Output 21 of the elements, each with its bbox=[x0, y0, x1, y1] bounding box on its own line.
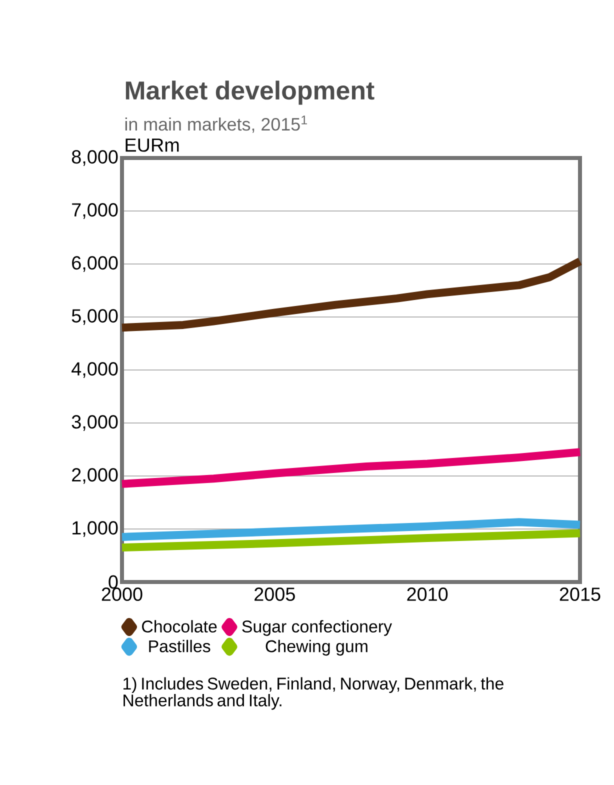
x-tick-label: 2005 bbox=[254, 588, 295, 601]
x-tick-label: 2015 bbox=[560, 588, 600, 601]
y-tick-label: 7,000 bbox=[72, 203, 118, 219]
y-tick-label: 4,000 bbox=[72, 362, 118, 378]
y-tick-label: 2,000 bbox=[72, 468, 118, 484]
y-axis-title: EURm bbox=[126, 138, 179, 152]
chart-title: Market development bbox=[126, 80, 374, 105]
y-tick-label: 3,000 bbox=[72, 415, 118, 431]
y-tick-label: 0 bbox=[108, 575, 118, 589]
y-tick-label: 6,000 bbox=[72, 256, 118, 272]
legend-label: Pastilles bbox=[149, 640, 210, 652]
y-tick-label: 1,000 bbox=[72, 521, 118, 537]
legend-label: Sugar confectionery bbox=[242, 620, 392, 636]
x-tick-label: 2000 bbox=[102, 588, 142, 601]
legend-label: Chocolate bbox=[142, 620, 217, 633]
legend-label: Chewing gum bbox=[266, 640, 368, 656]
y-tick-label: 8,000 bbox=[72, 150, 118, 166]
y-tick-label: 5,000 bbox=[72, 309, 118, 325]
chart-subtitle: in main markets, 2015$^{1}$ bbox=[125, 116, 307, 133]
x-tick-label: 2010 bbox=[407, 588, 448, 601]
text: 1) Includes Sweden, Finland, Norway, Denmark, the Netherlands and Italy. bbox=[123, 677, 504, 710]
